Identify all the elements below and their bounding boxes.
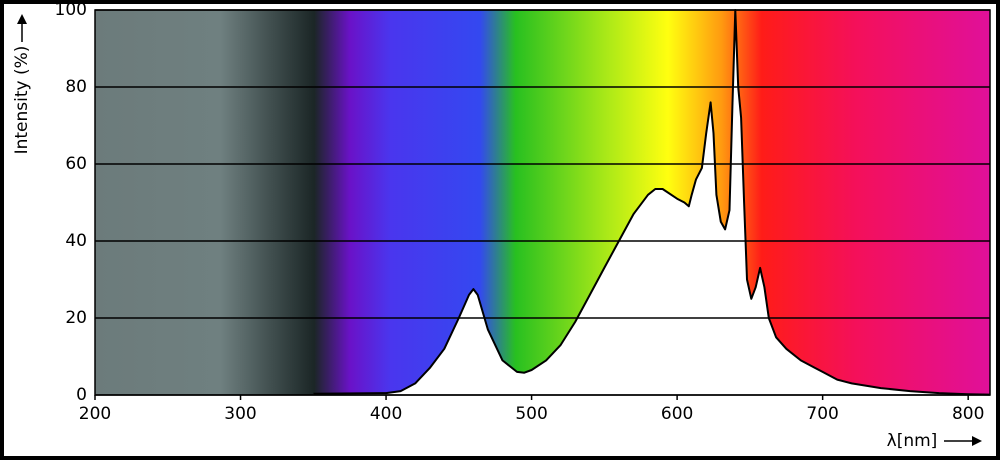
x-tick-label: 500 xyxy=(515,404,547,424)
y-tick-label: 40 xyxy=(65,231,87,251)
x-tick-label: 200 xyxy=(79,404,111,424)
spectrum-background xyxy=(95,10,990,395)
y-tick-label: 80 xyxy=(65,77,87,97)
x-tick-label: 400 xyxy=(370,404,402,424)
y-axis-label: Intensity (%) xyxy=(12,46,32,155)
x-tick-label: 800 xyxy=(952,404,984,424)
y-tick-label: 60 xyxy=(65,154,87,174)
x-tick-label: 300 xyxy=(224,404,256,424)
x-arrow-head xyxy=(972,436,982,446)
y-tick-label: 20 xyxy=(65,308,87,328)
area xyxy=(313,10,990,395)
y-tick-label: 100 xyxy=(55,0,87,20)
y-arrow-head xyxy=(17,14,27,24)
x-axis-label: λ[nm] xyxy=(887,431,938,451)
spectrum-line xyxy=(313,9,991,396)
plot-frame xyxy=(94,9,991,396)
y-tick-label: 0 xyxy=(76,385,87,405)
x-tick-label: 700 xyxy=(806,404,838,424)
x-tick-label: 600 xyxy=(661,404,693,424)
